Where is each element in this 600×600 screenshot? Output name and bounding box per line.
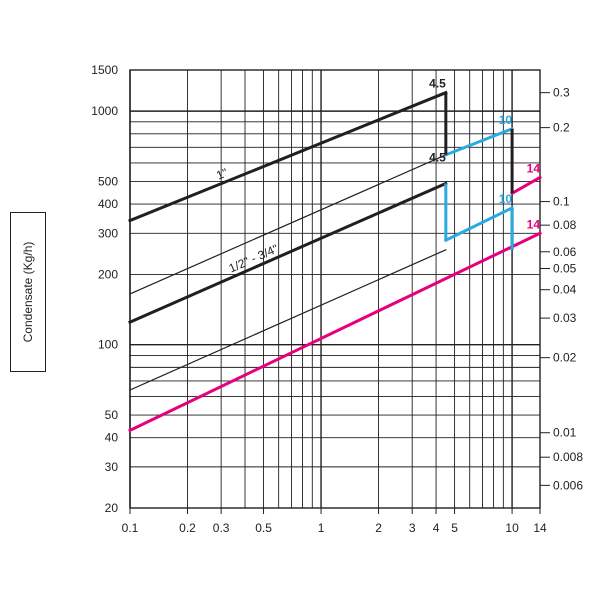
y2-tick-label: 0.04 <box>553 283 577 297</box>
annotation-1: 4.5 <box>429 77 446 91</box>
y-tick-label: 40 <box>105 431 119 445</box>
y2-tick-label: 0.05 <box>553 261 577 275</box>
series-label-1: 1" <box>214 165 229 182</box>
y2-tick-label: 0.3 <box>553 86 570 100</box>
annotation-2: 4.5 <box>429 150 446 164</box>
plot-frame <box>129 69 541 509</box>
y2-tick-label: 0.01 <box>553 426 577 440</box>
x-tick-label: 10 <box>505 521 519 535</box>
y2-tick-label: 0.006 <box>553 478 583 492</box>
annotation-4: 10 <box>499 192 513 206</box>
tick-layer: 0.1 0.2 0.3 0.5 1 2 3 4 5 10 14 20 30 40 50 100 200 300 40… <box>91 63 583 535</box>
y-tick-label: 1000 <box>91 104 118 118</box>
x-tick-label: 14 <box>533 521 547 535</box>
y-tick-label: 400 <box>98 197 118 211</box>
y-tick-label: 500 <box>98 174 118 188</box>
grid <box>129 69 541 509</box>
x-tick-label: 5 <box>451 521 458 535</box>
series-layer <box>127 90 543 433</box>
y2-tick-label: 0.02 <box>553 351 577 365</box>
y-tick-label: 200 <box>98 267 118 281</box>
y-tick-label: 300 <box>98 226 118 240</box>
annotation-6: 14 <box>527 217 541 231</box>
x-tick-label: 0.2 <box>179 521 196 535</box>
y2-tick-label: 0.08 <box>553 218 577 232</box>
x-tick-label: 0.5 <box>255 521 272 535</box>
y2-tick-label: 0.06 <box>553 245 577 259</box>
y2-tick-label: 0.1 <box>553 195 570 209</box>
y-tick-label: 1500 <box>91 63 118 77</box>
x-tick-label: 0.1 <box>122 521 139 535</box>
series-line-7 <box>510 175 543 196</box>
y-axis-label-box: Condensate (Kg/h) <box>10 212 46 372</box>
y2-tick-label: 0.008 <box>553 450 583 464</box>
series-line-3 <box>129 154 447 295</box>
series-line-2 <box>128 181 448 325</box>
x-tick-label: 4 <box>433 521 440 535</box>
series-line-5 <box>443 126 515 157</box>
x-tick-label: 2 <box>375 521 382 535</box>
y2-tick-label: 0.2 <box>553 121 570 135</box>
x-tick-label: 0.3 <box>213 521 230 535</box>
series-line-1 <box>128 90 448 223</box>
y-tick-label: 50 <box>105 408 119 422</box>
x-tick-label: 3 <box>409 521 416 535</box>
y2-tick-label: 0.03 <box>553 311 577 325</box>
series-line-4 <box>129 248 447 391</box>
y-tick-label: 30 <box>105 460 119 474</box>
y-tick-label: 100 <box>98 338 118 352</box>
y-tick-label: 20 <box>105 501 119 515</box>
series-line-6 <box>443 205 515 243</box>
series-line-8 <box>127 231 543 433</box>
x-tick-label: 1 <box>318 521 325 535</box>
annotation-3: 10 <box>499 113 513 127</box>
annotation-5: 14 <box>527 161 541 175</box>
